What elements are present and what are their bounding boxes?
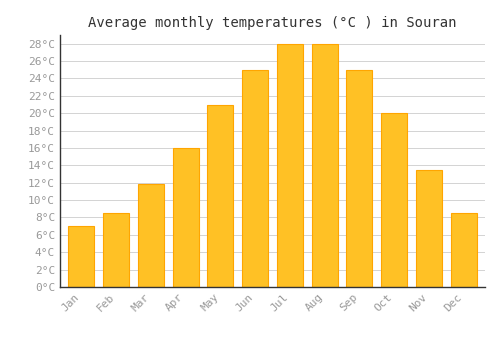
Bar	[346, 70, 372, 287]
Bar	[312, 44, 338, 287]
Bar	[450, 213, 477, 287]
Bar	[277, 44, 303, 287]
Bar	[416, 170, 442, 287]
Bar	[68, 226, 94, 287]
Bar	[172, 148, 199, 287]
Bar	[381, 113, 407, 287]
Bar	[242, 70, 268, 287]
Bar	[103, 213, 129, 287]
Bar	[138, 184, 164, 287]
Title: Average monthly temperatures (°C ) in Souran: Average monthly temperatures (°C ) in So…	[88, 16, 457, 30]
Bar	[208, 105, 234, 287]
